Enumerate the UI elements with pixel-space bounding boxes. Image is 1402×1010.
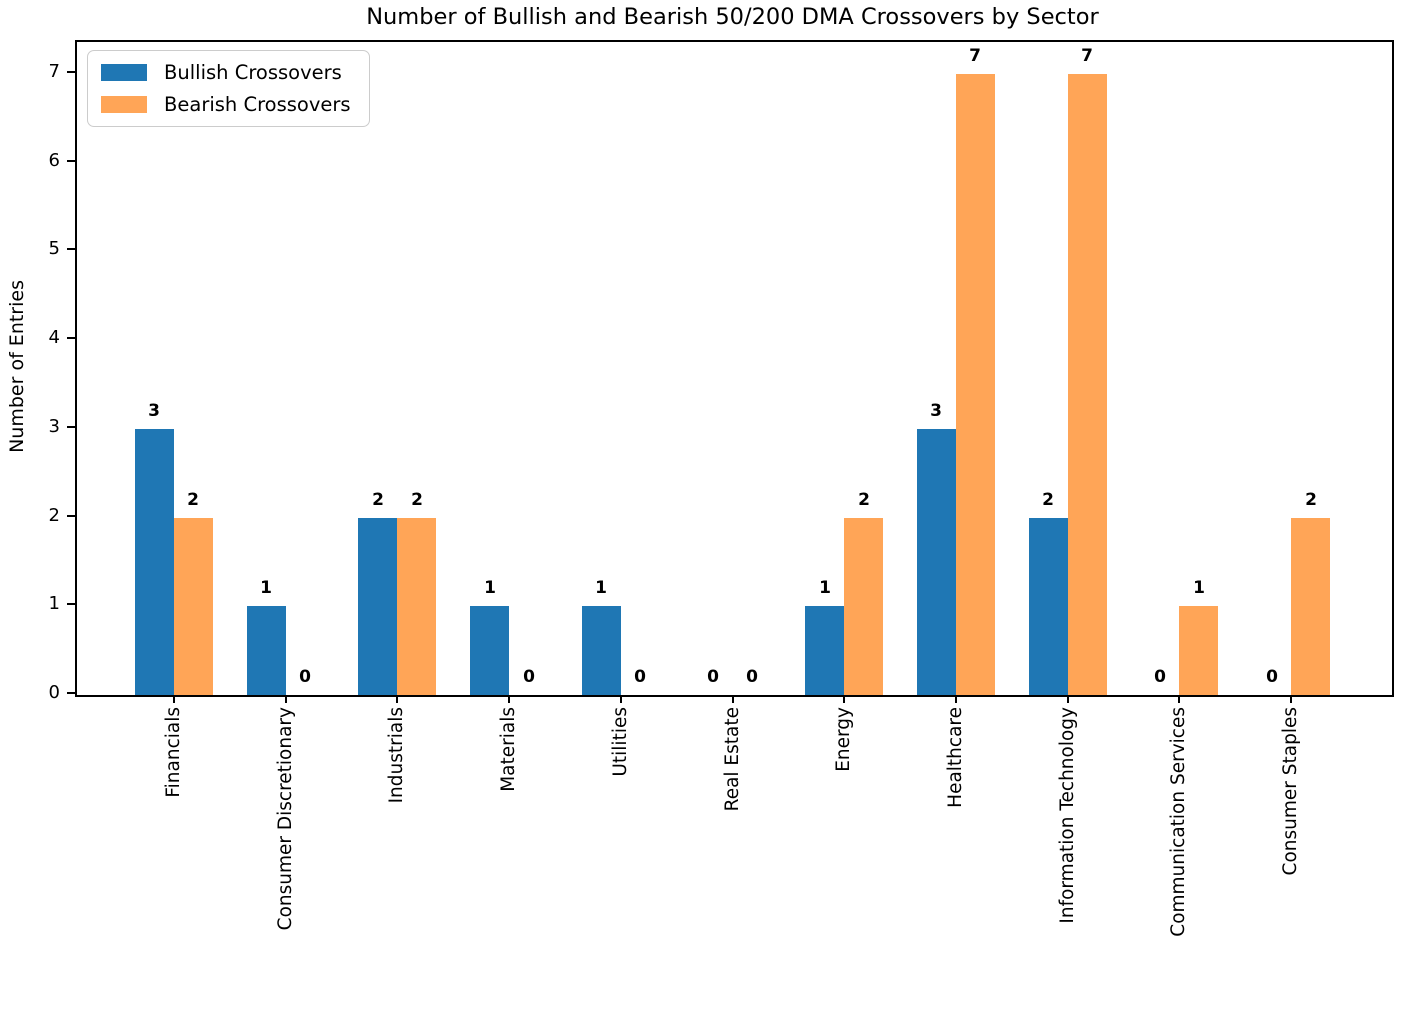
bar-bullish-industrials [358, 518, 397, 695]
value-label: 0 [299, 667, 311, 687]
value-label: 2 [372, 490, 384, 510]
bar-bullish-utilities [582, 606, 621, 695]
x-tick-mark [620, 695, 622, 703]
value-label: 1 [1193, 578, 1205, 598]
legend-label: Bullish Crossovers [164, 61, 342, 84]
bar-bullish-consumer-discretionary [247, 606, 286, 695]
y-tick-mark [67, 71, 75, 73]
legend-label: Bearish Crossovers [164, 93, 351, 116]
plot-area [75, 40, 1394, 697]
bar-bearish-information-technology [1068, 74, 1107, 695]
value-label: 3 [930, 401, 942, 421]
x-tick-label-communication-services: Communication Services [1168, 707, 1189, 937]
x-tick-label-energy: Energy [833, 707, 854, 772]
value-label: 2 [187, 490, 199, 510]
x-tick-label-healthcare: Healthcare [945, 707, 966, 808]
bar-bullish-energy [805, 606, 844, 695]
x-tick-mark [955, 695, 957, 703]
bar-bullish-financials [135, 429, 174, 695]
x-tick-mark [732, 695, 734, 703]
x-tick-label-industrials: Industrials [386, 707, 407, 804]
x-tick-label-financials: Financials [163, 707, 184, 798]
value-label: 7 [969, 46, 981, 66]
value-label: 2 [1305, 490, 1317, 510]
y-tick-label: 0 [48, 682, 60, 703]
y-tick-mark [67, 692, 75, 694]
x-tick-mark [173, 695, 175, 703]
value-label: 1 [819, 578, 831, 598]
y-tick-mark [67, 337, 75, 339]
value-label: 0 [1266, 667, 1278, 687]
x-tick-label-utilities: Utilities [610, 707, 631, 777]
x-tick-label-materials: Materials [498, 707, 519, 792]
value-label: 1 [260, 578, 272, 598]
y-tick-label: 5 [48, 238, 60, 259]
value-label: 2 [411, 490, 423, 510]
y-tick-label: 6 [48, 150, 60, 171]
value-label: 2 [1042, 490, 1054, 510]
x-tick-mark [396, 695, 398, 703]
chart-title: Number of Bullish and Bearish 50/200 DMA… [366, 4, 1099, 30]
value-label: 0 [634, 667, 646, 687]
value-label: 0 [1154, 667, 1166, 687]
legend-item-bullish-crossovers: Bullish Crossovers [101, 61, 351, 84]
y-tick-label: 7 [48, 61, 60, 82]
legend-swatch-bearish-crossovers [101, 96, 147, 113]
y-tick-label: 4 [48, 327, 60, 348]
y-tick-label: 2 [48, 505, 60, 526]
bar-bearish-industrials [397, 518, 436, 695]
bar-bearish-communication-services [1179, 606, 1218, 695]
value-label: 0 [746, 667, 758, 687]
value-label: 1 [484, 578, 496, 598]
x-tick-mark [285, 695, 287, 703]
bar-bullish-healthcare [917, 429, 956, 695]
x-tick-label-information-technology: Information Technology [1057, 707, 1078, 924]
y-tick-label: 1 [48, 593, 60, 614]
value-label: 7 [1081, 46, 1093, 66]
x-tick-label-consumer-discretionary: Consumer Discretionary [275, 707, 296, 931]
y-tick-label: 3 [48, 416, 60, 437]
bar-bearish-financials [174, 518, 213, 695]
y-tick-mark [67, 160, 75, 162]
value-label: 2 [858, 490, 870, 510]
x-tick-mark [508, 695, 510, 703]
x-tick-label-real-estate: Real Estate [722, 707, 743, 812]
bar-bearish-consumer-staples [1291, 518, 1330, 695]
x-tick-mark [1290, 695, 1292, 703]
y-tick-mark [67, 603, 75, 605]
x-tick-mark [843, 695, 845, 703]
value-label: 1 [595, 578, 607, 598]
y-tick-mark [67, 426, 75, 428]
bar-bullish-information-technology [1029, 518, 1068, 695]
legend-swatch-bullish-crossovers [101, 64, 147, 81]
value-label: 3 [148, 401, 160, 421]
x-tick-mark [1178, 695, 1180, 703]
bar-bearish-healthcare [956, 74, 995, 695]
value-label: 0 [523, 667, 535, 687]
y-tick-mark [67, 248, 75, 250]
legend-item-bearish-crossovers: Bearish Crossovers [101, 93, 351, 116]
legend: Bullish Crossovers Bearish Crossovers [87, 50, 370, 127]
x-tick-mark [1067, 695, 1069, 703]
value-label: 0 [707, 667, 719, 687]
y-tick-mark [67, 515, 75, 517]
x-tick-label-consumer-staples: Consumer Staples [1280, 707, 1301, 876]
bar-bullish-materials [470, 606, 509, 695]
bar-bearish-energy [844, 518, 883, 695]
